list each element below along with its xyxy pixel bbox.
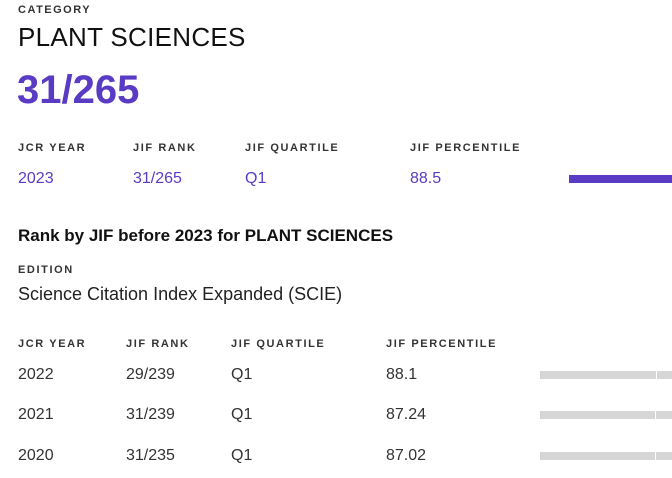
history-header-jcr-year: JCR YEAR <box>18 338 87 350</box>
row-year: 2022 <box>18 366 54 383</box>
row-quartile: Q1 <box>231 447 253 464</box>
current-quartile: Q1 <box>245 170 267 187</box>
row-percentile: 88.1 <box>386 366 418 383</box>
current-percentile-bar <box>569 175 672 183</box>
history-header-jif-rank: JIF RANK <box>126 338 190 350</box>
row-year: 2021 <box>18 406 54 423</box>
percentile-bar <box>540 371 672 379</box>
percentile-marker <box>655 452 656 460</box>
edition-label: EDITION <box>18 264 74 276</box>
row-rank: 31/235 <box>126 447 175 464</box>
row-percentile: 87.02 <box>386 447 427 464</box>
history-header-jif-percentile: JIF PERCENTILE <box>386 338 498 350</box>
header-jif-rank: JIF RANK <box>133 142 197 154</box>
row-quartile: Q1 <box>231 406 253 423</box>
percentile-bar <box>540 452 672 460</box>
header-jif-quartile: JIF QUARTILE <box>245 142 340 154</box>
category-name: PLANT SCIENCES <box>18 22 246 52</box>
percentile-bar <box>540 411 672 419</box>
row-rank: 29/239 <box>126 366 175 383</box>
header-jif-percentile: JIF PERCENTILE <box>410 142 522 154</box>
header-jcr-year: JCR YEAR <box>18 142 87 154</box>
current-year: 2023 <box>18 170 54 187</box>
current-rank: 31/265 <box>133 170 182 187</box>
percentile-marker <box>655 411 656 419</box>
percentile-marker <box>656 371 657 379</box>
row-year: 2020 <box>18 447 54 464</box>
history-title: Rank by JIF before 2023 for PLANT SCIENC… <box>18 226 394 245</box>
category-label: CATEGORY <box>18 4 92 16</box>
edition-value: Science Citation Index Expanded (SCIE) <box>18 284 343 304</box>
current-percentile: 88.5 <box>410 170 442 187</box>
row-rank: 31/239 <box>126 406 175 423</box>
row-quartile: Q1 <box>231 366 253 383</box>
category-rank: 31/265 <box>17 68 140 112</box>
row-percentile: 87.24 <box>386 406 427 423</box>
history-header-jif-quartile: JIF QUARTILE <box>231 338 326 350</box>
